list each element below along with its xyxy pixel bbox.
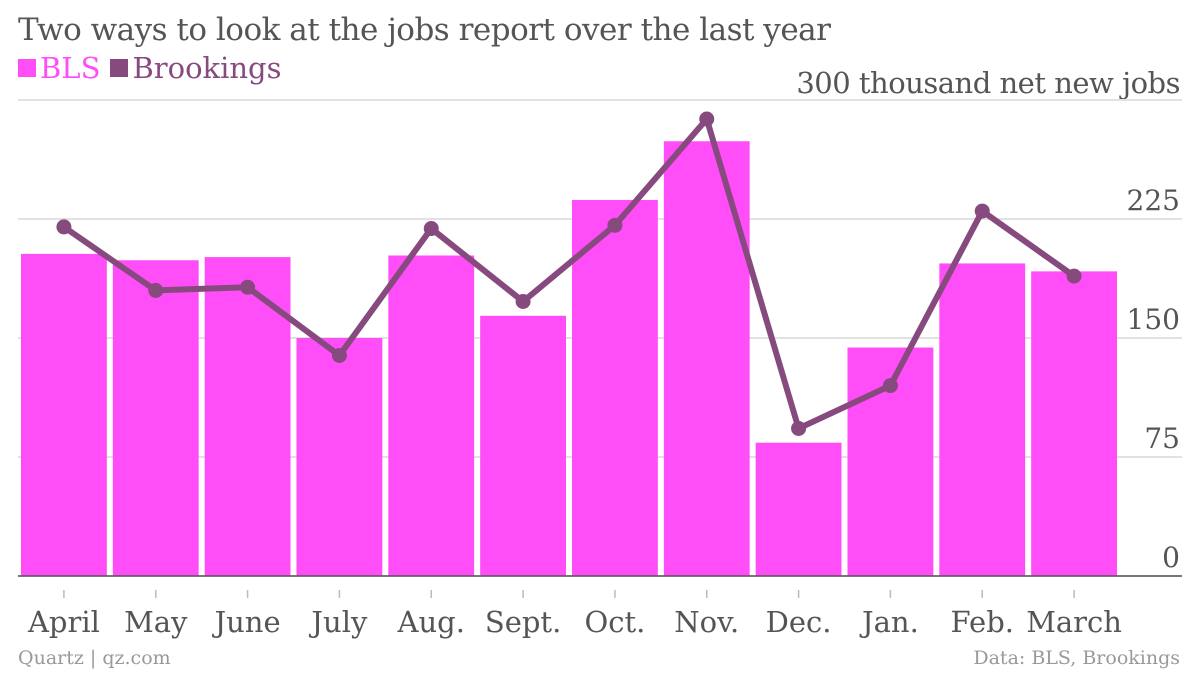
x-tick-label: Feb.: [951, 605, 1014, 639]
y-tick-label: 150: [1127, 303, 1180, 336]
legend-swatch-bls: [18, 59, 36, 77]
point-brookings: [607, 217, 623, 233]
point-brookings: [331, 347, 347, 363]
bar-bls: [480, 315, 566, 576]
bar-bls: [1031, 271, 1117, 576]
chart-title: Two ways to look at the jobs report over…: [18, 12, 831, 48]
legend-label-bls: BLS: [40, 51, 101, 85]
x-tick-label: July: [308, 605, 368, 639]
x-tick-label: April: [27, 605, 100, 639]
x-tick-label: June: [212, 605, 281, 639]
point-brookings: [148, 282, 164, 298]
x-tick-label: March: [1026, 605, 1122, 639]
x-tick-label: Oct.: [584, 605, 645, 639]
legend-label-brookings: Brookings: [132, 51, 282, 85]
bar-bls: [755, 442, 842, 576]
point-brookings: [56, 219, 72, 235]
x-tick-label: Nov.: [674, 605, 739, 639]
point-brookings: [882, 378, 898, 394]
point-brookings: [240, 279, 256, 295]
point-brookings: [974, 203, 990, 219]
line-brookings: [60, 116, 1078, 432]
x-tick-label: Sept.: [485, 605, 561, 639]
point-brookings: [515, 294, 531, 310]
x-tick-label: Aug.: [397, 605, 465, 639]
y-tick-label: 0: [1162, 541, 1180, 574]
bar-bls: [388, 255, 475, 576]
legend-swatch-brookings: [110, 59, 129, 77]
x-tick-label: Jan.: [859, 605, 919, 639]
x-tick-label: May: [124, 605, 188, 639]
legend-item-bls: BLS: [18, 51, 100, 85]
bar-bls: [21, 253, 107, 576]
y-tick-label: 225: [1127, 184, 1180, 217]
legend-item-brookings: Brookings: [110, 51, 282, 85]
legend: BLS Brookings: [18, 51, 292, 85]
bar-bls: [663, 141, 750, 576]
point-brookings: [791, 420, 807, 436]
footer-source: Data: BLS, Brookings: [973, 647, 1180, 669]
bar-bls: [572, 199, 658, 576]
bar-bls: [204, 257, 291, 576]
x-tick-label: Dec.: [766, 605, 832, 639]
point-brookings: [1066, 268, 1082, 284]
bar-bls: [939, 263, 1026, 576]
point-brookings: [699, 111, 715, 127]
bar-bls: [112, 260, 199, 576]
bar-bls: [296, 338, 383, 576]
y-tick-label: 75: [1144, 422, 1180, 455]
footer-credit: Quartz | qz.com: [18, 647, 171, 669]
point-brookings: [423, 221, 439, 237]
y-axis-unit-label: 300 thousand net new jobs: [796, 66, 1180, 100]
